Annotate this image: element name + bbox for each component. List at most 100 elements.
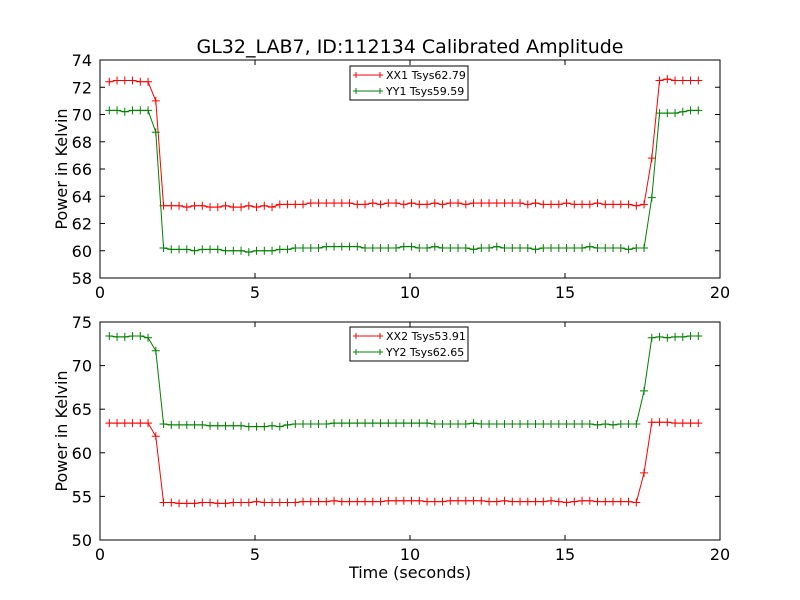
data-point bbox=[206, 498, 215, 507]
data-point bbox=[330, 199, 339, 208]
data-point bbox=[213, 203, 222, 212]
data-point bbox=[508, 244, 517, 253]
data-point bbox=[500, 199, 509, 208]
data-point bbox=[268, 246, 277, 255]
data-point bbox=[229, 246, 238, 255]
y-tick-label: 58 bbox=[72, 269, 92, 288]
y-tick-label: 70 bbox=[72, 357, 92, 376]
data-point bbox=[167, 245, 176, 254]
data-point bbox=[477, 496, 486, 505]
data-point bbox=[500, 244, 509, 253]
data-point bbox=[105, 106, 114, 115]
data-point bbox=[492, 420, 501, 429]
data-point bbox=[570, 200, 579, 209]
data-point bbox=[136, 419, 145, 428]
data-point bbox=[190, 499, 199, 508]
legend-marker bbox=[377, 88, 383, 94]
data-point bbox=[299, 244, 308, 253]
data-point bbox=[407, 199, 416, 208]
legend: XX2 Tsys53.91 YY2 Tsys62.65 bbox=[349, 326, 469, 362]
data-point bbox=[167, 201, 176, 210]
data-point bbox=[268, 498, 277, 507]
data-point bbox=[609, 497, 618, 506]
data-point bbox=[469, 245, 478, 254]
data-point bbox=[399, 419, 408, 428]
data-point bbox=[361, 497, 370, 506]
data-point bbox=[500, 420, 509, 429]
data-point bbox=[361, 244, 370, 253]
data-point bbox=[260, 246, 269, 255]
y-tick-label: 68 bbox=[72, 133, 92, 152]
data-point bbox=[694, 419, 703, 428]
data-point bbox=[306, 199, 315, 208]
data-point bbox=[570, 497, 579, 506]
data-point bbox=[624, 245, 633, 254]
data-point bbox=[446, 496, 455, 505]
data-point bbox=[268, 203, 277, 212]
data-point bbox=[291, 420, 300, 429]
legend-marker bbox=[377, 72, 383, 78]
data-point bbox=[314, 199, 323, 208]
data-point bbox=[423, 200, 432, 209]
x-axis-label: Time (seconds) bbox=[348, 563, 471, 582]
data-point bbox=[640, 244, 649, 253]
data-point bbox=[337, 242, 346, 251]
data-point bbox=[516, 244, 525, 253]
data-point bbox=[485, 420, 494, 429]
data-point bbox=[461, 200, 470, 209]
data-point bbox=[128, 76, 137, 85]
data-point bbox=[198, 201, 207, 210]
data-point bbox=[368, 419, 377, 428]
data-point bbox=[415, 200, 424, 209]
data-point bbox=[671, 419, 680, 428]
data-point bbox=[314, 497, 323, 506]
data-point bbox=[585, 242, 594, 251]
data-point bbox=[647, 193, 656, 202]
data-point bbox=[461, 244, 470, 253]
data-point bbox=[252, 246, 261, 255]
data-point bbox=[252, 422, 261, 431]
data-point bbox=[500, 496, 509, 505]
data-point bbox=[640, 386, 649, 395]
data-point bbox=[554, 497, 563, 506]
data-point bbox=[686, 419, 695, 428]
data-point bbox=[454, 244, 463, 253]
data-point bbox=[655, 332, 664, 341]
data-point bbox=[438, 244, 447, 253]
data-point bbox=[539, 420, 548, 429]
data-point bbox=[260, 422, 269, 431]
data-point bbox=[299, 497, 308, 506]
data-point bbox=[206, 421, 215, 430]
data-point bbox=[578, 244, 587, 253]
data-point bbox=[151, 128, 160, 137]
data-point bbox=[438, 200, 447, 209]
data-point bbox=[632, 201, 641, 210]
data-point bbox=[330, 419, 339, 428]
data-point bbox=[655, 109, 664, 118]
data-point bbox=[337, 497, 346, 506]
data-point bbox=[151, 346, 160, 355]
data-point bbox=[423, 497, 432, 506]
data-point bbox=[655, 418, 664, 427]
legend-label: XX2 Tsys53.91 bbox=[386, 330, 466, 343]
data-point bbox=[244, 248, 253, 257]
data-point bbox=[446, 420, 455, 429]
data-point bbox=[198, 420, 207, 429]
data-point bbox=[663, 75, 672, 84]
legend-label: YY2 Tsys62.65 bbox=[385, 346, 464, 359]
data-point bbox=[547, 200, 556, 209]
data-point bbox=[275, 200, 284, 209]
x-tick-label: 15 bbox=[555, 545, 575, 564]
data-point bbox=[407, 419, 416, 428]
data-point bbox=[469, 199, 478, 208]
data-point bbox=[678, 76, 687, 85]
data-point bbox=[578, 496, 587, 505]
data-point bbox=[182, 499, 191, 508]
data-point bbox=[268, 421, 277, 430]
data-point bbox=[275, 245, 284, 254]
data-point bbox=[609, 420, 618, 429]
data-point bbox=[477, 420, 486, 429]
data-point bbox=[206, 203, 215, 212]
data-point bbox=[632, 420, 641, 429]
data-point bbox=[237, 498, 246, 507]
